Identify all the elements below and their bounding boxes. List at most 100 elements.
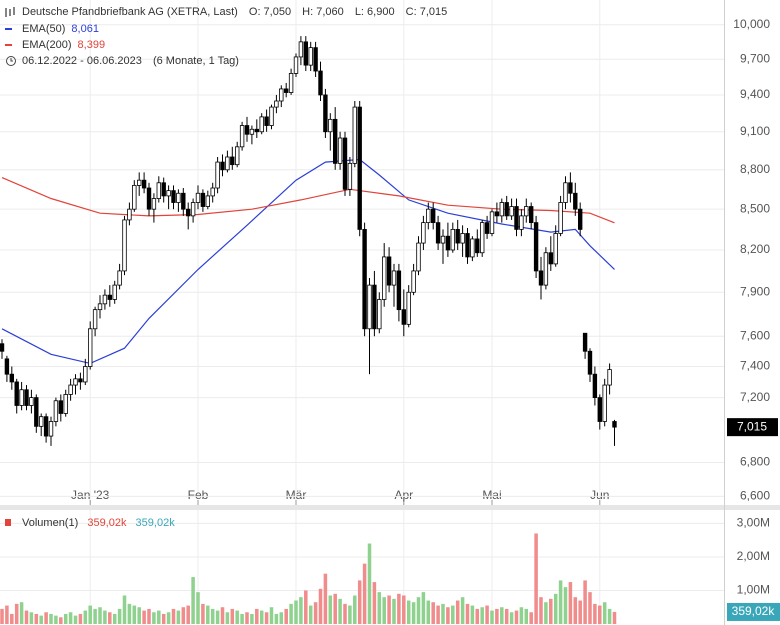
volume-bar	[465, 603, 470, 624]
candle-body	[406, 291, 411, 325]
volume-bar	[397, 593, 401, 624]
volume-bar	[534, 533, 538, 624]
candle-body	[514, 206, 519, 230]
volume-bar	[402, 595, 406, 624]
candle-body	[465, 233, 470, 258]
candle-body	[195, 192, 201, 203]
period: (6 Monate, 1 Tag)	[153, 55, 239, 67]
last-price-label: 7,015	[737, 419, 767, 433]
volume-bar	[460, 597, 465, 624]
x-tick-label: Feb	[188, 488, 209, 502]
candle-body	[470, 238, 475, 258]
date-range: 06.12.2022 - 06.06.2023	[22, 55, 142, 67]
volume-bar	[524, 608, 529, 624]
ohlc-open: O: 7,050	[249, 6, 291, 18]
candle-body	[225, 156, 230, 171]
volume-bar	[470, 605, 475, 624]
candle-body	[127, 208, 132, 221]
candle-body	[455, 228, 460, 244]
volume-bar	[421, 592, 426, 624]
candle-body	[92, 309, 98, 330]
volume-bar	[78, 613, 83, 624]
candle-body	[269, 106, 274, 126]
legend: Deutsche Pfandbriefbank AG (XETRA, Last)…	[5, 6, 447, 529]
volume-bar	[514, 610, 519, 624]
volume-bar	[220, 607, 225, 624]
volume-bar	[338, 598, 342, 624]
volume-bar	[98, 607, 102, 624]
candle-body	[283, 88, 289, 93]
candle-body	[367, 284, 372, 330]
candle-body	[318, 70, 323, 96]
candle-body	[259, 116, 264, 133]
volume-bar	[152, 612, 156, 624]
candle-body	[181, 192, 186, 210]
candle-body	[499, 202, 504, 217]
volume-bar	[607, 608, 612, 624]
candle-body	[553, 233, 558, 265]
volume-value: 359,02k	[87, 517, 127, 529]
legend-name: EMA(200)	[22, 39, 72, 51]
candle-body	[68, 384, 73, 395]
candle-body	[504, 202, 509, 217]
ema-line	[1, 158, 615, 365]
volume-bar	[299, 597, 303, 624]
candle-body	[288, 73, 294, 93]
volume-value: 359,02k	[136, 517, 176, 529]
x-tick-label: Apr	[394, 488, 413, 502]
volume-bar	[142, 610, 146, 624]
ohlc-low: L: 6,900	[355, 6, 395, 18]
volume-bar	[19, 602, 24, 624]
y-tick-label: 7,900	[740, 284, 770, 298]
volume-bar	[73, 615, 78, 624]
volume-bar	[147, 608, 151, 624]
candle-body	[430, 208, 436, 224]
candle-body	[205, 195, 211, 207]
volume-bar	[588, 592, 592, 624]
ohlc-high: H: 7,060	[302, 6, 344, 18]
y-tick-label: 8,800	[740, 162, 770, 176]
volume-bar	[127, 603, 132, 624]
volume-bar	[372, 582, 377, 624]
volume-bar	[122, 595, 127, 624]
volume-bar	[269, 607, 274, 624]
volume-bar	[529, 612, 533, 624]
candle-body	[573, 192, 578, 210]
legend-entry: EMA(200) 8,399	[22, 39, 105, 51]
candle-body	[357, 106, 362, 230]
volume-bar	[240, 613, 244, 624]
volume-bar	[250, 613, 254, 624]
candle-body	[342, 137, 348, 190]
x-tick-label: Mai	[482, 488, 501, 502]
volume-bar	[504, 608, 509, 624]
volume-bar	[446, 607, 450, 624]
candle-body	[239, 125, 245, 148]
pane-separator	[0, 505, 780, 510]
volume-bar	[343, 603, 347, 624]
y-tick-label: 3,00M	[737, 516, 770, 530]
volume-bar	[210, 608, 215, 624]
volume-bar	[426, 600, 431, 624]
candle-body	[582, 332, 588, 352]
volume-bar	[88, 605, 92, 624]
candle-body	[563, 182, 568, 203]
volume-bar	[304, 590, 308, 624]
candle-body	[102, 294, 108, 305]
x-tick-label: Mär	[286, 488, 307, 502]
candle-body	[479, 222, 485, 254]
y-tick-label: 6,600	[740, 489, 770, 503]
candle-body	[117, 270, 122, 286]
volume-bar	[539, 597, 543, 624]
candle-body	[29, 397, 34, 406]
candle-body	[519, 215, 524, 230]
y-tick-label: 9,400	[740, 87, 770, 101]
candle-body	[4, 358, 10, 375]
candle-body	[274, 100, 279, 108]
volume-bar	[578, 600, 582, 624]
candle-body	[166, 190, 171, 197]
chart-icon	[5, 7, 15, 17]
candle-body	[401, 309, 406, 325]
candle-body	[362, 228, 367, 330]
candle-body	[524, 206, 529, 217]
volume-bar	[509, 612, 514, 624]
